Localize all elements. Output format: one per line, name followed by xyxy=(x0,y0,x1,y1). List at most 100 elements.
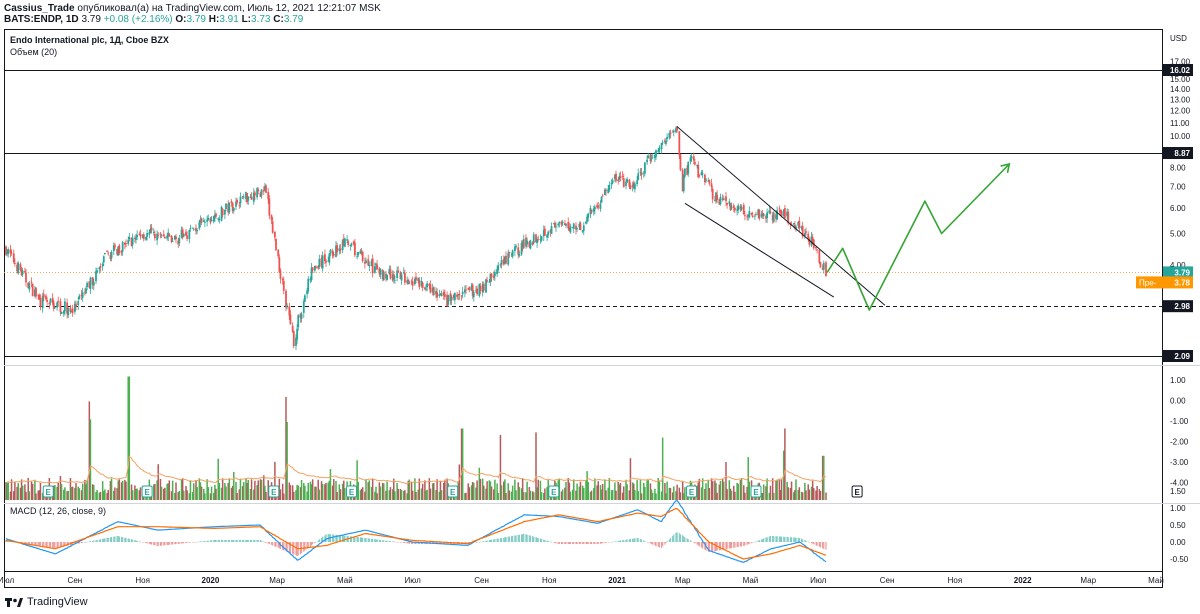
macd-histogram-bar xyxy=(725,542,727,550)
volume-bar xyxy=(500,485,503,500)
horizontal-levels[interactable] xyxy=(4,70,1162,357)
last-price-label-box xyxy=(1163,266,1193,279)
macd-histogram-bar xyxy=(490,539,493,542)
candle-body xyxy=(262,190,265,192)
macd-tick-label: 0.00 xyxy=(1170,538,1186,547)
candle-body xyxy=(546,234,549,238)
footer-brand[interactable]: TradingView xyxy=(27,596,88,608)
candle-body xyxy=(191,227,194,229)
volume-bar xyxy=(124,479,126,500)
volume-bar xyxy=(526,481,528,500)
macd-histogram-bar xyxy=(85,542,87,543)
premarket-label-text: Пре- xyxy=(1139,278,1157,287)
volume-bar xyxy=(35,493,37,500)
time-tick-label: Сен xyxy=(880,576,895,585)
volume-bar xyxy=(265,491,267,500)
candle-body xyxy=(600,196,603,203)
volume-bar xyxy=(600,489,603,500)
candle-body xyxy=(800,226,803,229)
macd-histogram-bar xyxy=(412,542,414,545)
candle-body xyxy=(46,300,49,302)
macd-histogram-bar xyxy=(96,539,98,542)
macd-histogram-bar xyxy=(143,542,145,543)
candle-body xyxy=(309,278,312,281)
volume-bar xyxy=(327,482,329,500)
candle-body xyxy=(128,236,131,240)
macd-histogram-bar xyxy=(628,539,630,542)
macd-histogram-bar xyxy=(247,539,249,542)
volume-bar xyxy=(404,490,406,500)
candle-body xyxy=(458,293,461,296)
volume-bar xyxy=(293,491,295,500)
candle-body xyxy=(637,173,640,180)
volume-bar xyxy=(649,483,652,500)
macd-histogram-bar xyxy=(38,542,40,546)
candle-body xyxy=(286,305,289,307)
volume-bar xyxy=(10,479,13,500)
macd-histogram-bar xyxy=(567,542,569,545)
candle-body xyxy=(507,253,510,265)
projection-arrowhead xyxy=(1000,162,1011,173)
macd-histogram-bar xyxy=(557,542,559,544)
macd-histogram-bar xyxy=(238,539,240,542)
candle-body xyxy=(67,308,70,316)
candle-body xyxy=(185,231,187,236)
macd-histogram-bar xyxy=(98,539,100,542)
author-name[interactable]: Cassius_Trade xyxy=(4,3,75,14)
volume-bar xyxy=(6,482,8,500)
candle-body xyxy=(622,178,625,188)
candle-body xyxy=(786,211,789,217)
macd-histogram-bar xyxy=(637,538,639,542)
candle-body xyxy=(808,238,811,245)
volume-bar xyxy=(341,483,344,500)
volume-bar xyxy=(771,478,774,500)
volume-bar xyxy=(775,480,777,500)
macd-histogram-bar xyxy=(146,542,148,544)
volume-bar xyxy=(186,490,188,500)
macd-histogram-bar xyxy=(156,542,158,546)
candle-body xyxy=(672,130,675,133)
macd-histogram-bar xyxy=(304,542,306,551)
macd-histogram-bar xyxy=(565,542,567,545)
volume-bar xyxy=(20,479,23,500)
volume-bar xyxy=(644,486,646,500)
projection-arrow-path[interactable] xyxy=(826,162,1011,311)
candle-body xyxy=(532,234,535,244)
candle-body xyxy=(733,207,736,211)
volume-bar xyxy=(233,471,235,500)
volume-bar xyxy=(776,479,778,500)
macd-histogram-bar xyxy=(150,542,153,545)
volume-bar xyxy=(439,480,442,500)
macd-histogram-bar xyxy=(543,539,545,542)
macd-histogram-bar xyxy=(272,542,274,546)
candle-body xyxy=(715,192,717,202)
close-value: 3.79 xyxy=(283,14,304,25)
volume-bar xyxy=(85,484,87,500)
macd-histogram-bar xyxy=(593,542,595,545)
volume-bar xyxy=(304,485,306,500)
macd-histogram-bar xyxy=(610,541,613,543)
macd-histogram-bar xyxy=(775,536,777,542)
macd-histogram-bar xyxy=(336,534,338,542)
volume-bar xyxy=(303,483,305,500)
volume-bar xyxy=(825,492,827,500)
candle-body xyxy=(803,232,806,236)
falling-wedge-drawing[interactable] xyxy=(676,126,886,306)
candle-body xyxy=(452,294,455,299)
candle-body xyxy=(267,192,270,200)
macd-histogram-bar xyxy=(757,540,759,542)
volume-bar xyxy=(539,480,542,500)
macd-histogram-bar xyxy=(707,542,709,552)
candle-body xyxy=(679,154,682,170)
macd-histogram-bar xyxy=(615,541,617,542)
volume-bar xyxy=(411,490,414,500)
macd-histogram-bar xyxy=(569,542,572,545)
candle-body xyxy=(336,245,339,253)
candle-body xyxy=(716,194,719,200)
candle-body xyxy=(647,155,650,159)
volume-bar xyxy=(811,480,814,500)
candle-body xyxy=(502,259,505,265)
macd-histogram-bar xyxy=(683,536,685,542)
